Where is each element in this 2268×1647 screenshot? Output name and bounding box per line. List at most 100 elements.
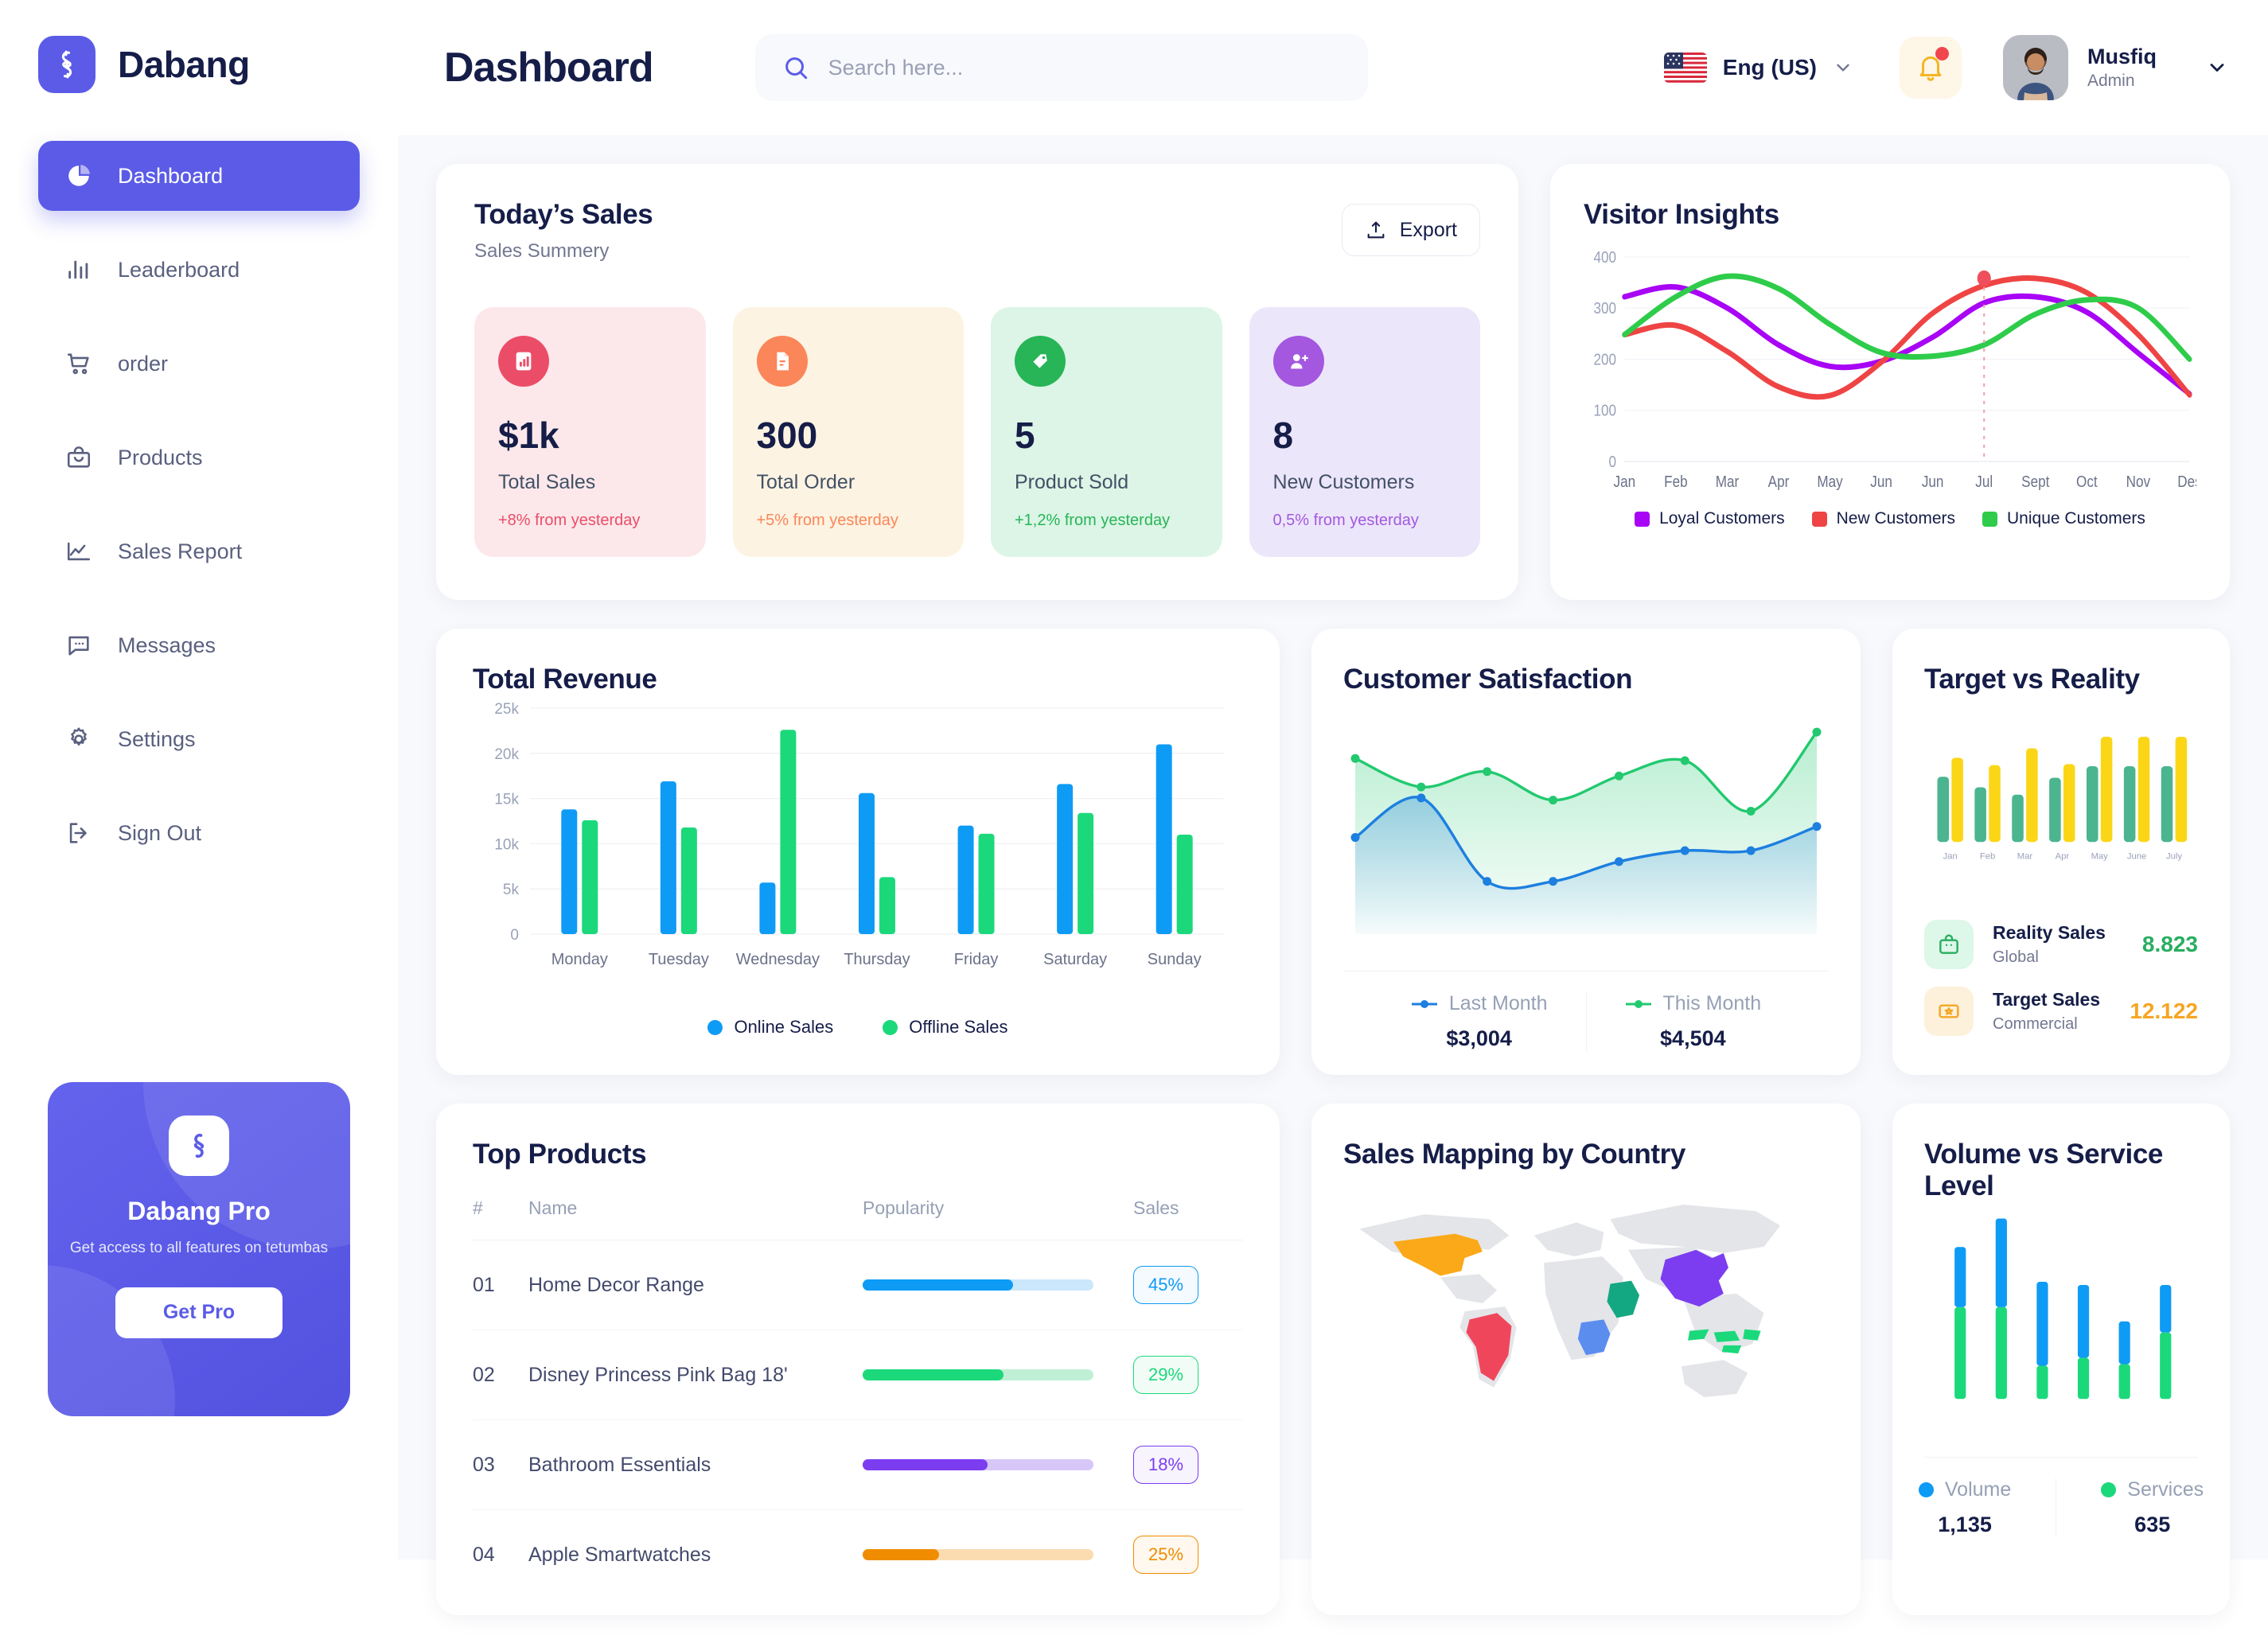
sidebar-nav: Dashboard Leaderboard order bbox=[0, 141, 398, 868]
sidebar-item-settings[interactable]: Settings bbox=[38, 704, 360, 774]
sidebar-item-products[interactable]: Products bbox=[38, 422, 360, 493]
table-row[interactable]: 03 Bathroom Essentials 18% bbox=[473, 1419, 1243, 1510]
legend-sub: Commercial bbox=[1993, 1015, 2078, 1033]
card-title: Visitor Insights bbox=[1584, 199, 1779, 230]
visitor-insights-card: Visitor Insights 0 100 200 300 400 Jan Feb Mar A… bbox=[1550, 164, 2230, 600]
row-1: Today’s Sales Sales Summery Export bbox=[436, 164, 2230, 600]
bag-icon bbox=[1924, 920, 1974, 969]
user-menu[interactable]: Musfiq Admin bbox=[2003, 35, 2228, 100]
shopping-cart-icon bbox=[64, 348, 94, 379]
legend-line-icon bbox=[1625, 999, 1651, 1008]
stat-tile-product-sold[interactable]: 5 Product Sold +1,2% from yesterday bbox=[991, 307, 1222, 557]
legend-swatch bbox=[883, 1019, 898, 1035]
sidebar-item-leaderboard[interactable]: Leaderboard bbox=[38, 235, 360, 305]
search-input[interactable] bbox=[828, 55, 1341, 80]
legend-label: New Customers bbox=[1836, 509, 1956, 528]
add-user-icon bbox=[1272, 336, 1324, 387]
table-column-header: Sales bbox=[1133, 1197, 1179, 1218]
sales-badge: 18% bbox=[1133, 1446, 1198, 1484]
sales-badge: 29% bbox=[1133, 1356, 1198, 1394]
popularity-bar-track bbox=[863, 1549, 1093, 1560]
card-title: Customer Satisfaction bbox=[1343, 664, 1633, 695]
legend-item[interactable]: Volume 1,135 bbox=[1874, 1478, 2056, 1537]
sidebar-item-order[interactable]: order bbox=[38, 329, 360, 399]
card-title: Today’s Sales bbox=[474, 199, 653, 230]
get-pro-button[interactable]: Get Pro bbox=[115, 1287, 283, 1338]
sidebar-item-dashboard[interactable]: Dashboard bbox=[38, 141, 360, 211]
sidebar-item-label: Sales Report bbox=[118, 539, 243, 563]
map-region-congo[interactable] bbox=[1577, 1319, 1611, 1356]
visitor-insights-chart: 0 100 200 300 400 Jan Feb Mar Apr May Jun Jun Jul Sep… bbox=[1594, 248, 2196, 491]
svg-text:Sept: Sept bbox=[2021, 473, 2050, 491]
card-title: Top Products bbox=[473, 1139, 647, 1170]
total-revenue-legend: Online Sales Offline Sales bbox=[473, 1017, 1243, 1038]
svg-text:Saturday: Saturday bbox=[1043, 951, 1107, 968]
map-region-saudi-arabia[interactable] bbox=[1607, 1280, 1640, 1318]
notifications-button[interactable] bbox=[1900, 37, 1962, 99]
sidebar-item-sales-report[interactable]: Sales Report bbox=[38, 516, 360, 586]
bar-chart-icon bbox=[64, 255, 94, 285]
legend-item[interactable]: Loyal Customers bbox=[1635, 509, 1785, 528]
stat-tile-new-customers[interactable]: 8 New Customers 0,5% from yesterday bbox=[1249, 307, 1480, 557]
product-sales: 25% bbox=[1133, 1509, 1243, 1599]
legend-label: Unique Customers bbox=[2007, 509, 2145, 528]
svg-text:5k: 5k bbox=[503, 882, 520, 898]
svg-text:Jun: Jun bbox=[1870, 473, 1892, 491]
top-products-table: # Name Popularity Sales 01 Home Decor Range … bbox=[473, 1197, 1243, 1599]
search-bar[interactable] bbox=[754, 34, 1368, 101]
stat-tiles: $1k Total Sales +8% from yesterday 300 T… bbox=[474, 307, 1480, 557]
map-region-united-states[interactable] bbox=[1393, 1233, 1483, 1276]
pro-subtitle: Get access to all features on tetumbas bbox=[69, 1240, 329, 1256]
sidebar-item-label: Settings bbox=[118, 726, 196, 751]
stat-tile-total-order[interactable]: 300 Total Order +5% from yesterday bbox=[732, 307, 964, 557]
total-revenue-card: Total Revenue 0 5k 10k 15k 20k 25k Monday Tuesd… bbox=[436, 629, 1280, 1075]
notification-badge bbox=[1935, 47, 1949, 60]
legend-item[interactable]: Unique Customers bbox=[1982, 509, 2145, 528]
export-button[interactable]: Export bbox=[1341, 204, 1480, 256]
stat-delta: 0,5% from yesterday bbox=[1272, 512, 1419, 529]
page-title: Dashboard bbox=[444, 45, 654, 91]
target-vs-reality-card: Target vs Reality Jan Feb Mar Apr May June Jul… bbox=[1892, 629, 2230, 1075]
stat-tile-total-sales[interactable]: $1k Total Sales +8% from yesterday bbox=[474, 307, 706, 557]
table-row[interactable]: 01 Home Decor Range 45% bbox=[473, 1240, 1243, 1330]
svg-text:0: 0 bbox=[1609, 453, 1617, 471]
target-vs-reality-chart: Jan Feb Mar Apr May June July bbox=[1937, 736, 2188, 861]
language-selector[interactable]: Eng (US) bbox=[1663, 53, 1853, 83]
sidebar-item-label: Dashboard bbox=[118, 163, 224, 188]
table-row[interactable]: 02 Disney Princess Pink Bag 18' 29% bbox=[473, 1330, 1243, 1420]
legend-name: Target Sales bbox=[1993, 989, 2101, 1010]
legend-swatch bbox=[1982, 511, 1998, 527]
map-region-indonesia[interactable] bbox=[1688, 1329, 1761, 1354]
map-region-brazil[interactable] bbox=[1466, 1313, 1512, 1381]
sidebar-item-messages[interactable]: Messages bbox=[38, 610, 360, 680]
target-legend-target: Target Sales Commercial 12.122 bbox=[1924, 987, 2198, 1036]
product-number: 03 bbox=[473, 1419, 528, 1510]
dashboard-app: Dabang Dashboard Leaderboard bbox=[0, 0, 2268, 1599]
legend-line-icon bbox=[1411, 999, 1437, 1008]
legend-item[interactable]: This Month $4,504 bbox=[1585, 992, 1800, 1051]
product-popularity bbox=[863, 1419, 1133, 1510]
legend-item[interactable]: Online Sales bbox=[707, 1017, 833, 1038]
svg-text:Tuesday: Tuesday bbox=[649, 951, 709, 968]
gear-icon bbox=[64, 724, 94, 754]
map-region-china[interactable] bbox=[1660, 1249, 1728, 1307]
sidebar-item-sign-out[interactable]: Sign Out bbox=[38, 798, 360, 868]
legend-item[interactable]: Last Month $3,004 bbox=[1373, 992, 1586, 1051]
topbar: Dashboard bbox=[398, 0, 2268, 135]
legend-swatch bbox=[1635, 511, 1650, 527]
svg-text:Sunday: Sunday bbox=[1148, 951, 1202, 968]
popularity-bar-fill bbox=[863, 1549, 939, 1560]
popularity-bar-fill bbox=[863, 1459, 988, 1470]
legend-value: 12.122 bbox=[2130, 999, 2198, 1023]
legend-item[interactable]: New Customers bbox=[1811, 509, 1956, 528]
svg-text:0: 0 bbox=[510, 927, 519, 944]
legend-value: $4,504 bbox=[1660, 1026, 1726, 1050]
dabang-logo-icon bbox=[38, 36, 95, 93]
legend-swatch bbox=[2101, 1482, 2117, 1497]
table-row[interactable]: 04 Apple Smartwatches 25% bbox=[473, 1509, 1243, 1599]
product-number: 04 bbox=[473, 1509, 528, 1599]
legend-item[interactable]: Services 635 bbox=[2056, 1478, 2248, 1537]
legend-item[interactable]: Offline Sales bbox=[883, 1017, 1008, 1038]
brand[interactable]: Dabang bbox=[0, 0, 398, 93]
legend-value: 8.823 bbox=[2141, 932, 2198, 956]
